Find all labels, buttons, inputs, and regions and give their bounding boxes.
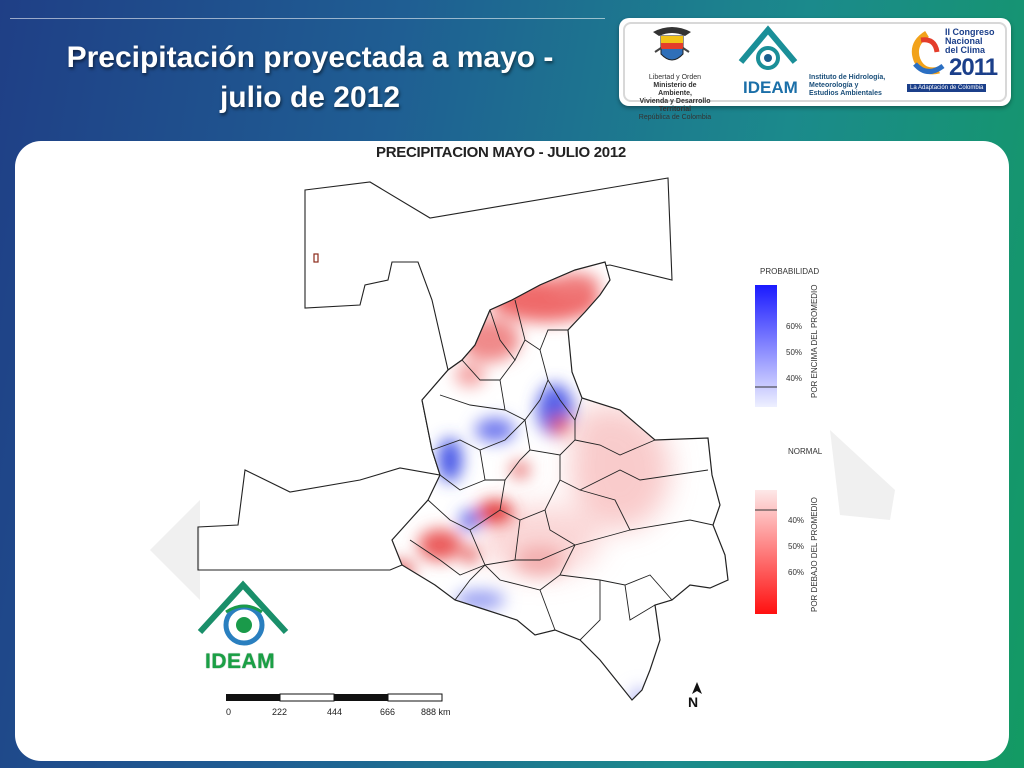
scale-label: 222 <box>272 707 288 717</box>
congreso-line: del Clima <box>945 45 986 55</box>
scale-label: 0 <box>226 707 232 717</box>
coat-of-arms-icon <box>653 27 691 61</box>
legend-above-tick: 40% <box>786 374 803 383</box>
map-title: PRECIPITACION MAYO - JULIO 2012 <box>376 144 626 161</box>
scale-label: 444 <box>327 707 343 717</box>
north-arrow-icon <box>692 682 702 694</box>
background-right-arrow <box>830 430 895 520</box>
legend-normal-label: NORMAL <box>788 447 823 456</box>
ministry-line: Libertad y Orden <box>648 74 702 81</box>
colombia-outline <box>391 261 729 701</box>
legend-above-tick: 50% <box>786 348 803 357</box>
scale-label: 888 km <box>421 707 451 717</box>
congreso-line: Nacional <box>945 36 983 46</box>
legend-probability-header: PROBABILIDAD <box>760 267 820 276</box>
title-line-1: Precipitación proyectada a mayo - <box>66 41 554 74</box>
congreso-tagline: La Adaptación de Colombia <box>907 84 987 92</box>
san-andres-island <box>313 253 319 263</box>
ministry-line: Vivienda y Desarrollo Territorial <box>639 98 711 113</box>
legend-below-tick: 40% <box>788 516 805 525</box>
logo-panel: Libertad y Orden Ministerio de Ambiente,… <box>619 18 1011 121</box>
ministry-line: Ministerio de Ambiente, <box>653 82 697 97</box>
legend-below-tick: 60% <box>788 568 805 577</box>
legend-below-tick: 50% <box>788 542 805 551</box>
legend-above-bar <box>755 285 777 407</box>
department-boundaries <box>409 299 714 641</box>
ideam-logo-text: IDEAM <box>743 78 798 97</box>
corner-ideam-logo-icon <box>197 580 289 646</box>
north-label: N <box>688 694 699 710</box>
scale-bar <box>226 693 443 702</box>
scale-label: 666 <box>380 707 396 717</box>
title-divider-line <box>10 18 605 19</box>
legend-below-side-label: POR DEBAJO DEL PROMEDIO <box>810 497 819 612</box>
corner-ideam-text: IDEAM <box>205 650 276 673</box>
background-left-arrow <box>150 500 200 600</box>
slide-title: Precipitación proyectada a mayo - julio … <box>20 38 600 118</box>
title-line-2: julio de 2012 <box>219 81 401 114</box>
congreso-line: II Congreso <box>945 27 995 37</box>
ideam-desc-line: Estudios Ambientales <box>809 90 882 97</box>
ministry-line: República de Colombia <box>638 114 712 121</box>
ideam-logo-icon <box>738 25 798 70</box>
ideam-desc-line: Instituto de Hidrología, <box>809 74 886 81</box>
ideam-desc-line: Meteorología y <box>809 82 859 89</box>
legend-above-side-label: POR ENCIMA DEL PROMEDIO <box>810 284 819 399</box>
legend-below-bar <box>755 490 777 614</box>
congreso-swirl-icon <box>911 31 945 75</box>
congreso-year: 2011 <box>949 54 998 81</box>
legend-above-tick: 60% <box>786 322 803 331</box>
